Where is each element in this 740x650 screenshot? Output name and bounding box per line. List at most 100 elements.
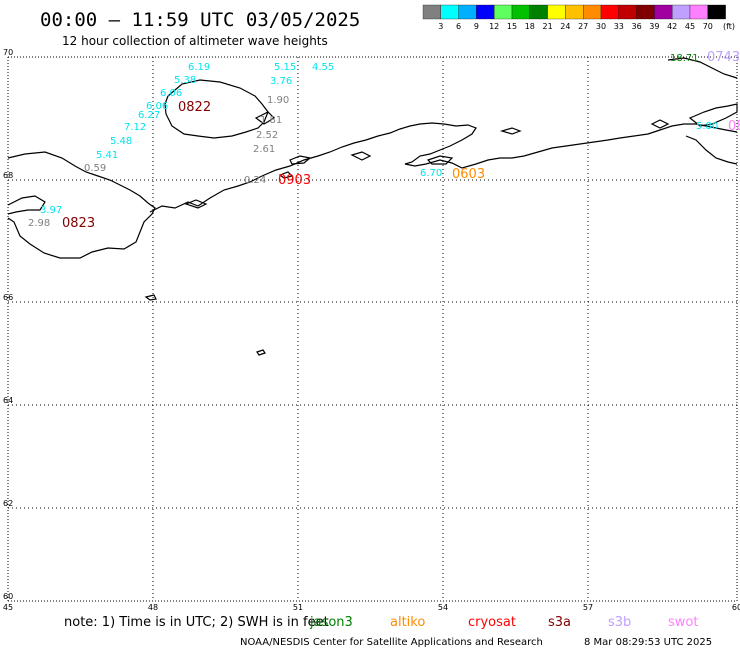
legend-item: jason3 — [309, 615, 353, 630]
longitude-labels: 45 48 51 54 57 60 — [3, 603, 740, 612]
note-text: note: 1) Time is in UTC; 2) SWH is in fe… — [64, 615, 329, 630]
island-small-4 — [256, 349, 266, 356]
pass-time-label: 0603 — [452, 167, 485, 182]
colorbar-label: 36 — [632, 22, 642, 31]
colorbar-label: 3 — [438, 22, 443, 31]
footer-time: 8 Mar 08:29:53 UTC 2025 — [584, 637, 712, 648]
island-small-8 — [184, 199, 208, 209]
satellite-legend: jason3 altiko cryosat s3a s3b swot — [309, 615, 698, 630]
wave-height-label: 6.19 — [188, 62, 210, 73]
wave-height-label: 5.15 — [274, 62, 296, 73]
wave-height-label: 0.24 — [244, 175, 266, 186]
kanin-peninsula-coast — [7, 151, 156, 259]
footer-org: NOAA/NESDIS Center for Satellite Applica… — [240, 637, 543, 648]
colorbar-swatch — [636, 4, 655, 20]
colorbar: 3 6 9 12 15 18 21 24 27 30 33 36 39 42 45 70 (ft) — [422, 4, 735, 31]
colorbar-label: 33 — [614, 22, 624, 31]
lat-label: 64 — [3, 396, 13, 405]
wave-height-label: 5.38 — [174, 75, 196, 86]
kolguev-island — [164, 79, 269, 139]
wave-height-label: 5.41 — [96, 150, 118, 161]
colorbar-swatch — [600, 4, 619, 20]
colorbar-label: 70 — [703, 22, 713, 31]
wave-height-label: 6.06 — [160, 88, 182, 99]
novaya-zemlya-tip — [667, 57, 738, 79]
colorbar-swatch — [654, 4, 673, 20]
colorbar-swatch — [458, 4, 477, 20]
legend-item: s3a — [548, 615, 571, 630]
lon-label: 48 — [148, 603, 158, 612]
colorbar-swatch — [511, 4, 530, 20]
mezen-bay-coast — [7, 195, 46, 215]
island-small-10 — [254, 111, 275, 125]
wave-height-label: 5.48 — [110, 136, 132, 147]
colorbar-label: 30 — [596, 22, 606, 31]
lat-label: 68 — [3, 171, 13, 180]
colorbar-swatch — [440, 4, 459, 20]
pass-time-label: 0822 — [178, 100, 211, 115]
pass-time-label: 0743 — [707, 50, 740, 65]
colorbar-label: 18 — [525, 22, 535, 31]
island-small-5 — [426, 155, 454, 165]
colorbar-swatch — [547, 4, 566, 20]
wave-height-labels: 6.19 5.38 6.06 6.066.277.12 5.48 5.41 0.59 3.97… — [28, 53, 718, 229]
island-small-9 — [350, 151, 372, 161]
latitude-labels: 70 68 66 64 62 60 — [3, 48, 13, 601]
lat-label: 70 — [3, 48, 13, 57]
lon-label: 54 — [438, 603, 448, 612]
wave-height-label: 4.55 — [312, 62, 334, 73]
island-small-6 — [499, 127, 522, 135]
lon-label: 51 — [293, 603, 303, 612]
island-small-2 — [278, 171, 294, 179]
wave-height-label: 18.71 — [670, 53, 699, 64]
lat-label: 62 — [3, 499, 13, 508]
colorbar-label: 39 — [649, 22, 659, 31]
legend-item: swot — [668, 615, 698, 630]
colorbar-label: 15 — [507, 22, 517, 31]
graticule — [8, 57, 737, 601]
pass-time-label: 0903 — [278, 173, 311, 188]
wave-height-label: 0.59 — [84, 163, 106, 174]
colorbar-label: 24 — [560, 22, 570, 31]
colorbar-label: 12 — [489, 22, 499, 31]
pass-time-label: 08 — [728, 119, 740, 134]
island-small-7 — [650, 119, 670, 129]
colorbar-swatch — [618, 4, 637, 20]
colorbar-unit: (ft) — [723, 22, 735, 31]
colorbar-label: 9 — [474, 22, 479, 31]
colorbar-label: 6 — [456, 22, 461, 31]
lat-label: 66 — [3, 293, 13, 302]
wave-height-label: 1.90 — [267, 95, 289, 106]
wave-height-label: 5.80 — [696, 121, 718, 132]
colorbar-label: 42 — [667, 22, 677, 31]
legend-item: cryosat — [468, 615, 516, 630]
colorbar-label: 45 — [685, 22, 695, 31]
vaygach-island — [688, 103, 738, 127]
colorbar-swatch — [583, 4, 602, 20]
lon-label: 57 — [583, 603, 593, 612]
colorbar-swatch — [707, 4, 726, 20]
yugra-coast — [685, 135, 738, 165]
wave-height-label: 6.27 — [138, 110, 160, 121]
pass-time-label: 0823 — [62, 216, 95, 231]
lat-label: 60 — [3, 592, 13, 601]
wave-height-label: 6.06 — [146, 101, 168, 112]
lon-label: 60 — [732, 603, 740, 612]
colorbar-swatch — [476, 4, 495, 20]
colorbar-swatch — [494, 4, 513, 20]
colorbar-swatch — [422, 4, 441, 20]
plot-frame — [7, 56, 738, 602]
lon-label: 45 — [3, 603, 13, 612]
map-title: 00:00 – 11:59 UTC 03/05/2025 — [40, 9, 360, 31]
wave-height-label: 3.97 — [40, 205, 62, 216]
island-small-3 — [144, 294, 157, 301]
wave-height-label: 2.52 — [256, 130, 278, 141]
legend-item: altiko — [390, 615, 425, 630]
colorbar-swatch — [672, 4, 691, 20]
wave-height-label: 7.12 — [124, 122, 146, 133]
legend-item: s3b — [608, 615, 631, 630]
pechora-coast — [149, 122, 738, 213]
island-small-1 — [289, 155, 312, 165]
wave-height-label: 3.76 — [270, 76, 292, 87]
wave-height-label: 2.98 — [28, 218, 50, 229]
